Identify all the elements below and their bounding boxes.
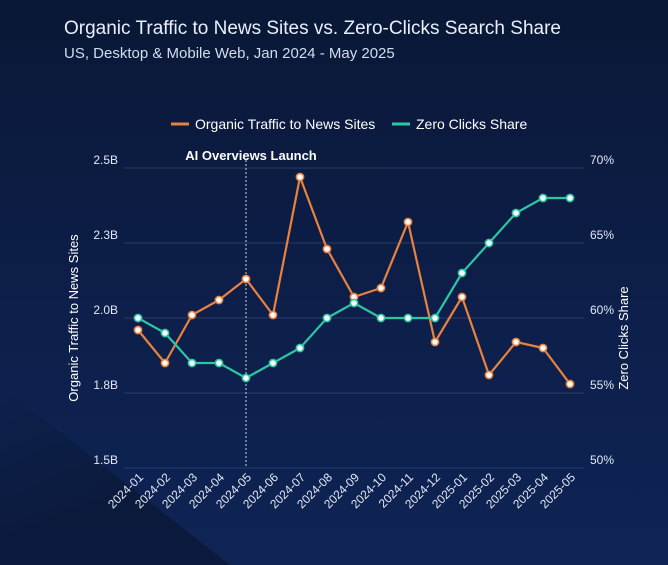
organic-traffic-point <box>322 244 332 254</box>
zero-clicks-point <box>268 358 278 368</box>
organic-traffic-point <box>160 358 170 368</box>
legend-label-zero-clicks: Zero Clicks Share <box>416 116 527 132</box>
y-left-tick-label: 1.5B <box>93 453 118 467</box>
organic-traffic-point <box>457 292 467 302</box>
organic-traffic-point <box>565 379 575 389</box>
y-left-tick-label: 2.0B <box>93 303 118 317</box>
organic-traffic-point <box>376 283 386 293</box>
y-right-tick-label: 65% <box>590 228 614 242</box>
organic-traffic-point <box>187 310 197 320</box>
zero-clicks-point <box>160 328 170 338</box>
organic-traffic-point <box>403 217 413 227</box>
chart-title: Organic Traffic to News Sites vs. Zero-C… <box>64 18 561 39</box>
y-left-axis-title: Organic Traffic to News Sites <box>66 234 81 402</box>
zero-clicks-point <box>457 268 467 278</box>
organic-traffic-point <box>295 172 305 182</box>
y-left-tick-label: 1.8B <box>93 378 118 392</box>
y-left-tick-label: 2.5B <box>93 153 118 167</box>
zero-clicks-point <box>430 313 440 323</box>
legend-label-organic: Organic Traffic to News Sites <box>195 116 375 132</box>
y-right-tick-label: 60% <box>590 303 614 317</box>
zero-clicks-point <box>295 343 305 353</box>
zero-clicks-line <box>137 196 570 380</box>
organic-traffic-point <box>511 337 521 347</box>
y-left-tick-label: 2.3B <box>93 228 118 242</box>
zero-clicks-point <box>133 313 143 323</box>
organic-traffic-point <box>430 337 440 347</box>
chart-subtitle: US, Desktop & Mobile Web, Jan 2024 - May… <box>64 45 395 62</box>
zero-clicks-point <box>214 358 224 368</box>
y-right-tick-label: 55% <box>590 378 614 392</box>
organic-traffic-point <box>538 343 548 353</box>
organic-traffic-point <box>484 370 494 380</box>
organic-traffic-point <box>241 274 251 284</box>
zero-clicks-point <box>376 313 386 323</box>
zero-clicks-point <box>322 313 332 323</box>
zero-clicks-point <box>187 358 197 368</box>
y-right-axis-title: Zero Clicks Share <box>616 286 631 389</box>
zero-clicks-point <box>484 238 494 248</box>
organic-traffic-point <box>268 310 278 320</box>
zero-clicks-point <box>538 193 548 203</box>
zero-clicks-point <box>403 313 413 323</box>
organic-traffic-line <box>137 175 571 385</box>
annotation-label: AI Overviews Launch <box>185 148 317 163</box>
zero-clicks-point <box>511 208 521 218</box>
organic-traffic-point <box>214 295 224 305</box>
y-right-tick-label: 70% <box>590 153 614 167</box>
zero-clicks-point <box>565 193 575 203</box>
y-right-tick-label: 50% <box>590 453 614 467</box>
zero-clicks-point <box>349 298 359 308</box>
zero-clicks-point <box>241 373 251 383</box>
organic-traffic-point <box>133 325 143 335</box>
